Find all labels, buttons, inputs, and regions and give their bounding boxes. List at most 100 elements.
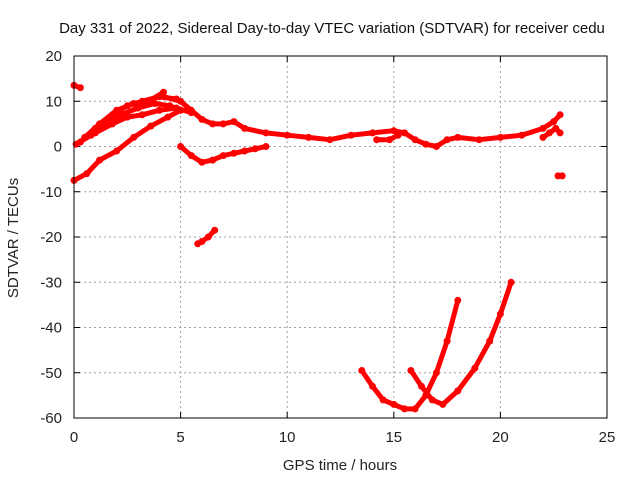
data-point [486, 337, 494, 345]
data-point [130, 100, 138, 107]
data-point [241, 124, 249, 132]
data-point [230, 149, 238, 157]
series-track-d [91, 104, 195, 137]
data-point [422, 140, 430, 148]
data-point [411, 136, 419, 144]
data-point [443, 136, 451, 144]
data-point [369, 129, 376, 137]
series-track-e [70, 106, 185, 184]
series-line [359, 297, 461, 412]
data-point [262, 143, 270, 150]
y-tick-label: -30 [40, 274, 62, 291]
series-track-j [358, 296, 462, 413]
data-point [347, 131, 355, 139]
data-point [418, 382, 425, 390]
data-point [155, 106, 163, 114]
data-point [471, 364, 479, 372]
series-track-g [160, 93, 564, 150]
data-point [454, 296, 462, 304]
data-point [198, 115, 206, 123]
data-point [369, 382, 376, 390]
data-point [108, 120, 116, 128]
y-tick-label: -10 [40, 184, 62, 201]
plot-frame [73, 55, 608, 419]
data-point [550, 118, 558, 126]
grid [74, 56, 607, 418]
data-point [113, 147, 121, 155]
data-point [496, 310, 504, 318]
x-tick-label: 5 [176, 429, 184, 446]
data-point [411, 405, 419, 413]
data-point [147, 122, 155, 130]
data-point [211, 226, 219, 234]
data-point [539, 133, 547, 141]
data-point [305, 133, 312, 141]
data-point [407, 367, 415, 374]
data-point [177, 97, 185, 105]
data-series [70, 81, 566, 413]
data-point [241, 147, 249, 155]
data-point [198, 238, 206, 245]
y-tick-label: -60 [40, 410, 62, 427]
y-tick-label: 0 [54, 139, 62, 156]
series-line [71, 107, 184, 183]
data-point [401, 129, 408, 137]
data-point [204, 233, 212, 241]
x-tick-label: 0 [70, 429, 78, 446]
data-point [177, 106, 185, 114]
data-point [428, 396, 436, 404]
y-tick-label: -50 [40, 365, 62, 382]
series-track-k [407, 278, 515, 408]
series-track-l [539, 124, 564, 141]
series-track-f [70, 81, 84, 92]
data-point [145, 97, 153, 105]
data-point [219, 152, 227, 160]
data-point [81, 133, 89, 141]
data-point [556, 111, 564, 119]
series-track-n [373, 131, 402, 144]
data-point [358, 367, 366, 374]
data-point [283, 131, 291, 139]
data-point [326, 136, 334, 144]
data-point [113, 106, 121, 114]
series-track-i [194, 226, 219, 248]
chart-title: Day 331 of 2022, Sidereal Day-to-day VTE… [59, 20, 605, 37]
data-point [160, 93, 167, 101]
data-point [209, 156, 217, 164]
data-point [91, 129, 99, 137]
x-axis-label: GPS time / hours [283, 457, 397, 474]
data-point [443, 337, 451, 345]
data-point [83, 170, 91, 178]
y-tick-label: 10 [45, 93, 62, 110]
x-tick-label: 25 [599, 429, 616, 446]
data-point [138, 111, 146, 119]
data-point [130, 133, 138, 141]
data-point [251, 145, 259, 153]
data-point [496, 133, 504, 141]
data-point [76, 84, 84, 92]
data-point [401, 405, 408, 413]
data-point [394, 131, 402, 139]
data-point [198, 158, 206, 166]
data-point [432, 369, 440, 377]
y-tick-label: -40 [40, 320, 62, 337]
data-point [379, 396, 387, 404]
data-point [187, 152, 195, 160]
data-point [552, 124, 560, 132]
data-point [386, 136, 393, 144]
data-point [539, 124, 547, 132]
data-point [209, 120, 217, 128]
data-point [187, 106, 195, 114]
data-point [558, 172, 566, 180]
data-point [164, 113, 172, 121]
data-point [262, 129, 270, 137]
data-point [177, 143, 185, 150]
data-point [454, 133, 462, 141]
data-point [439, 400, 447, 408]
x-tick-label: 15 [385, 429, 402, 446]
data-point [134, 104, 142, 112]
data-point [96, 156, 104, 164]
data-point [507, 278, 515, 286]
data-point [123, 113, 131, 121]
